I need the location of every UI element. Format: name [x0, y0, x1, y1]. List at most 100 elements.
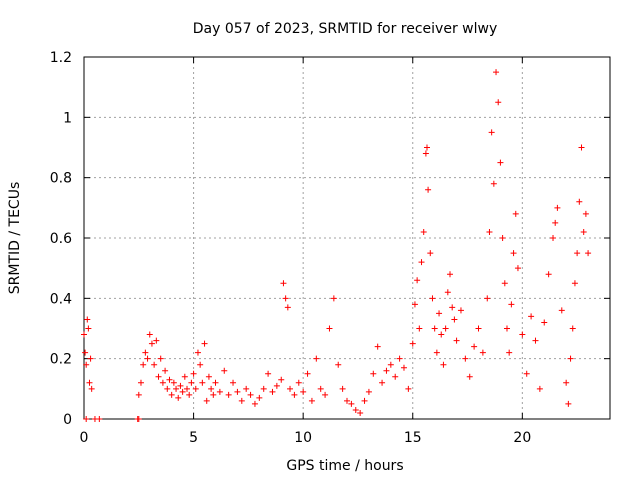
- y-tick-label: 0: [63, 412, 72, 428]
- data-point: [510, 250, 517, 257]
- grid-lines: [84, 57, 610, 419]
- data-point: [137, 379, 144, 386]
- data-point: [447, 271, 454, 278]
- data-point: [205, 373, 212, 380]
- data-point: [387, 361, 394, 368]
- plot-frame: [83, 56, 611, 420]
- data-point: [135, 391, 142, 398]
- data-point: [179, 388, 186, 395]
- data-point: [449, 304, 456, 311]
- data-point: [348, 400, 355, 407]
- data-point: [475, 325, 482, 332]
- y-tick-label: 1.2: [50, 50, 72, 66]
- x-tick-label: 15: [404, 430, 422, 446]
- data-point: [370, 370, 377, 377]
- data-point: [451, 316, 458, 323]
- data-point: [438, 331, 445, 338]
- data-point: [574, 250, 581, 257]
- data-point: [453, 337, 460, 344]
- data-point: [536, 385, 543, 392]
- data-point: [436, 310, 443, 317]
- data-point: [508, 301, 515, 308]
- data-point: [162, 367, 169, 374]
- data-point: [433, 349, 440, 356]
- data-point: [344, 397, 350, 404]
- data-point: [497, 159, 504, 166]
- data-point: [554, 204, 561, 211]
- data-point: [418, 259, 425, 266]
- y-axis-label: SRMTID / TECUs: [7, 182, 23, 295]
- data-point: [87, 355, 94, 362]
- data-point: [304, 370, 311, 377]
- data-point: [462, 355, 469, 362]
- data-point: [352, 406, 359, 413]
- x-tick-label: 10: [294, 430, 312, 446]
- data-point: [339, 385, 346, 392]
- data-point: [269, 388, 276, 395]
- data-point: [260, 385, 267, 392]
- data-point: [563, 379, 570, 386]
- data-point: [186, 391, 193, 398]
- data-point: [197, 361, 204, 368]
- y-tick-label: 1: [63, 110, 72, 126]
- data-point: [484, 295, 491, 302]
- data-point: [466, 373, 473, 380]
- data-point: [512, 210, 519, 217]
- data-point: [326, 325, 333, 332]
- data-point: [199, 379, 206, 386]
- data-point: [427, 250, 434, 257]
- axis-ticks: 0 5 10 15 20 0 0.2 0.4 0.6 0.8 1 1.2: [50, 50, 610, 446]
- x-axis-label: GPS time / hours: [286, 458, 403, 474]
- data-point: [81, 331, 87, 338]
- data-point: [425, 186, 432, 193]
- data-point: [322, 391, 329, 398]
- data-point: [514, 265, 521, 272]
- data-point: [471, 343, 478, 350]
- data-point: [201, 340, 208, 347]
- data-point: [208, 385, 215, 392]
- data-point: [431, 325, 438, 332]
- data-point: [499, 235, 506, 241]
- data-point: [490, 180, 497, 187]
- data-point: [392, 373, 399, 380]
- data-point: [357, 409, 364, 416]
- y-tick-label: 0.8: [50, 171, 72, 187]
- data-point: [532, 337, 539, 344]
- data-point: [409, 340, 416, 347]
- y-tick-label: 0.4: [50, 291, 72, 307]
- data-point: [194, 349, 201, 356]
- data-point: [251, 400, 258, 407]
- data-point: [523, 370, 530, 377]
- data-point: [282, 295, 289, 302]
- data-point: [140, 361, 147, 368]
- data-point: [284, 304, 291, 311]
- data-point: [184, 385, 191, 392]
- data-point: [273, 382, 280, 389]
- data-point: [85, 325, 92, 332]
- data-point: [396, 355, 403, 362]
- data-point: [582, 210, 589, 217]
- data-point: [177, 382, 184, 389]
- y-tick-label: 0.6: [50, 231, 72, 247]
- data-point: [383, 367, 390, 374]
- data-point: [247, 391, 254, 398]
- data-point: [550, 235, 557, 241]
- data-point: [374, 343, 381, 350]
- data-point: [552, 219, 559, 226]
- data-point: [83, 361, 90, 368]
- data-point: [486, 228, 493, 235]
- data-point: [405, 385, 412, 392]
- data-point: [221, 367, 228, 374]
- data-point: [170, 379, 177, 386]
- data-point: [541, 319, 548, 326]
- data-point: [278, 376, 285, 383]
- data-point: [506, 349, 513, 356]
- y-tick-label: 0.2: [50, 352, 72, 368]
- data-point: [400, 364, 407, 371]
- data-point: [188, 379, 195, 386]
- data-point: [444, 289, 451, 296]
- data-points: [81, 69, 592, 422]
- data-point: [287, 385, 294, 392]
- data-point: [420, 228, 427, 235]
- data-point: [493, 69, 500, 76]
